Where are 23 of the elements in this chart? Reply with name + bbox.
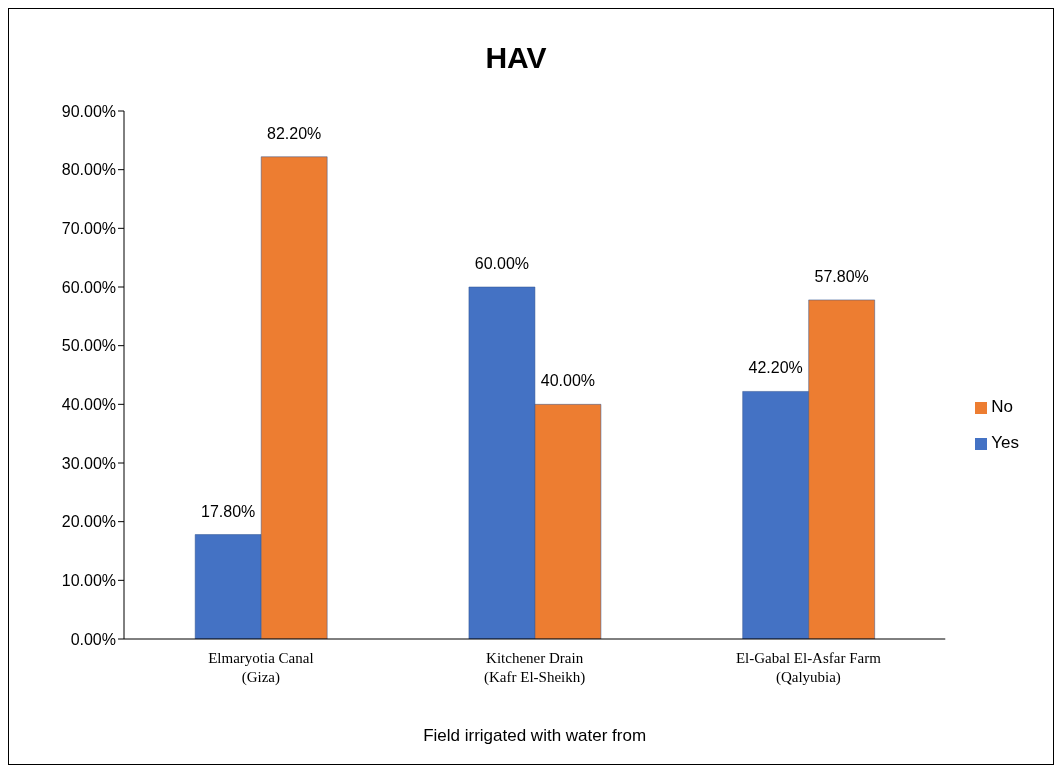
y-tick-label: 50.00% <box>61 337 116 355</box>
x-tick-label: El-Gabal El-Asfar Farm (Qalyubia) <box>735 650 882 686</box>
data-label: 40.00% <box>540 372 596 390</box>
chart-title: HAV <box>484 40 548 76</box>
data-label: 57.80% <box>814 267 869 285</box>
y-tick-label: 80.00% <box>61 161 116 179</box>
data-label: 42.20% <box>748 359 803 377</box>
legend-label: No <box>991 397 1013 416</box>
x-tick-label: Kitchener Drain (Kafr El-Sheikh) <box>484 650 586 686</box>
data-label: 17.80% <box>201 502 256 520</box>
y-tick-label: 60.00% <box>61 278 116 296</box>
y-tick-label: 0.00% <box>70 630 116 648</box>
y-tick-label: 40.00% <box>61 396 116 414</box>
y-tick-label: 30.00% <box>61 454 116 472</box>
y-tick-label: 20.00% <box>61 513 116 531</box>
x-tick-label: Elmaryotia Canal (Giza) <box>208 650 314 686</box>
legend-label: Yes <box>991 433 1019 452</box>
y-tick-label: 70.00% <box>61 220 116 238</box>
x-axis-title: Field irrigated with water from <box>423 726 647 745</box>
y-tick-label: 10.00% <box>61 572 116 590</box>
data-label: 82.20% <box>267 124 322 142</box>
data-label: 60.00% <box>474 255 530 272</box>
y-tick-label: 90.00% <box>61 102 116 120</box>
